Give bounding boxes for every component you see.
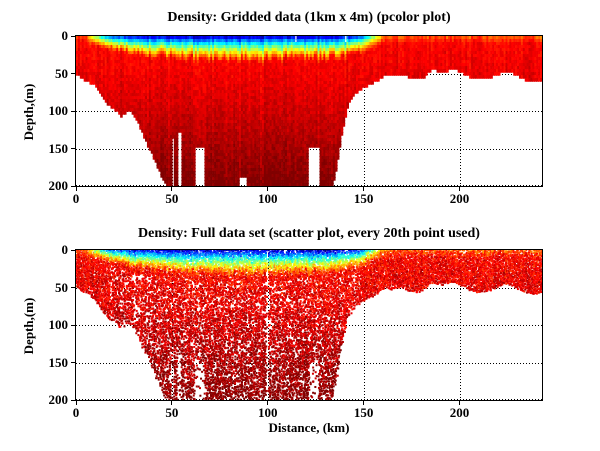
x-tick-mark xyxy=(459,187,461,191)
distance-axis-label: Distance, (km) xyxy=(268,420,350,435)
y-tick-label: 0 xyxy=(61,242,69,257)
x-tick-mark xyxy=(267,187,269,191)
y-tick-label: 0 xyxy=(61,28,69,43)
x-tick-label: 0 xyxy=(72,191,80,206)
x-tick-label: 100 xyxy=(258,405,278,420)
x-tick-label: 0 xyxy=(72,405,80,420)
y-tick-label: 200 xyxy=(48,392,69,407)
x-tick-mark xyxy=(75,187,77,191)
x-tick-mark xyxy=(75,401,77,405)
x-tick-label: 200 xyxy=(449,191,470,206)
y-tick-label: 150 xyxy=(48,140,69,156)
y-tick-label: 200 xyxy=(48,178,69,193)
scatter-axes-box xyxy=(75,249,543,401)
y-tick-mark xyxy=(71,148,75,149)
pcolor-plot-canvas xyxy=(76,36,542,186)
x-tick-label: 50 xyxy=(165,191,179,206)
x-tick-mark xyxy=(171,401,173,405)
x-tick-label: 50 xyxy=(165,405,179,420)
y-tick-mark xyxy=(71,35,75,37)
x-tick-label: 150 xyxy=(353,191,374,206)
scatter-title: Density: Full data set (scatter plot, ev… xyxy=(138,226,480,241)
y-tick-mark xyxy=(71,249,75,251)
y-tick-mark xyxy=(71,362,75,363)
y-tick-mark xyxy=(71,185,75,187)
y-tick-mark xyxy=(71,110,75,112)
y-tick-mark xyxy=(71,324,75,326)
y-tick-mark xyxy=(71,73,75,74)
y-tick-label: 50 xyxy=(55,279,68,295)
x-tick-mark xyxy=(171,187,173,191)
y-tick-mark xyxy=(71,287,75,288)
x-tick-label: 150 xyxy=(353,405,374,420)
y-tick-label: 100 xyxy=(48,103,69,118)
y-tick-label: 50 xyxy=(55,65,68,81)
x-tick-label: 100 xyxy=(258,191,278,206)
x-tick-mark xyxy=(363,187,365,191)
x-tick-mark xyxy=(459,401,461,405)
x-tick-label: 200 xyxy=(449,405,470,420)
y-tick-mark xyxy=(71,399,75,401)
y-tick-label: 150 xyxy=(48,354,69,370)
pcolor-title: Density: Gridded data (1km x 4m) (pcolor… xyxy=(167,10,451,25)
pcolor-axes-box xyxy=(75,35,543,187)
y-tick-label: 100 xyxy=(48,317,69,332)
scatter-plot-canvas xyxy=(76,250,542,400)
x-tick-mark xyxy=(363,401,365,405)
x-tick-mark xyxy=(267,401,269,405)
